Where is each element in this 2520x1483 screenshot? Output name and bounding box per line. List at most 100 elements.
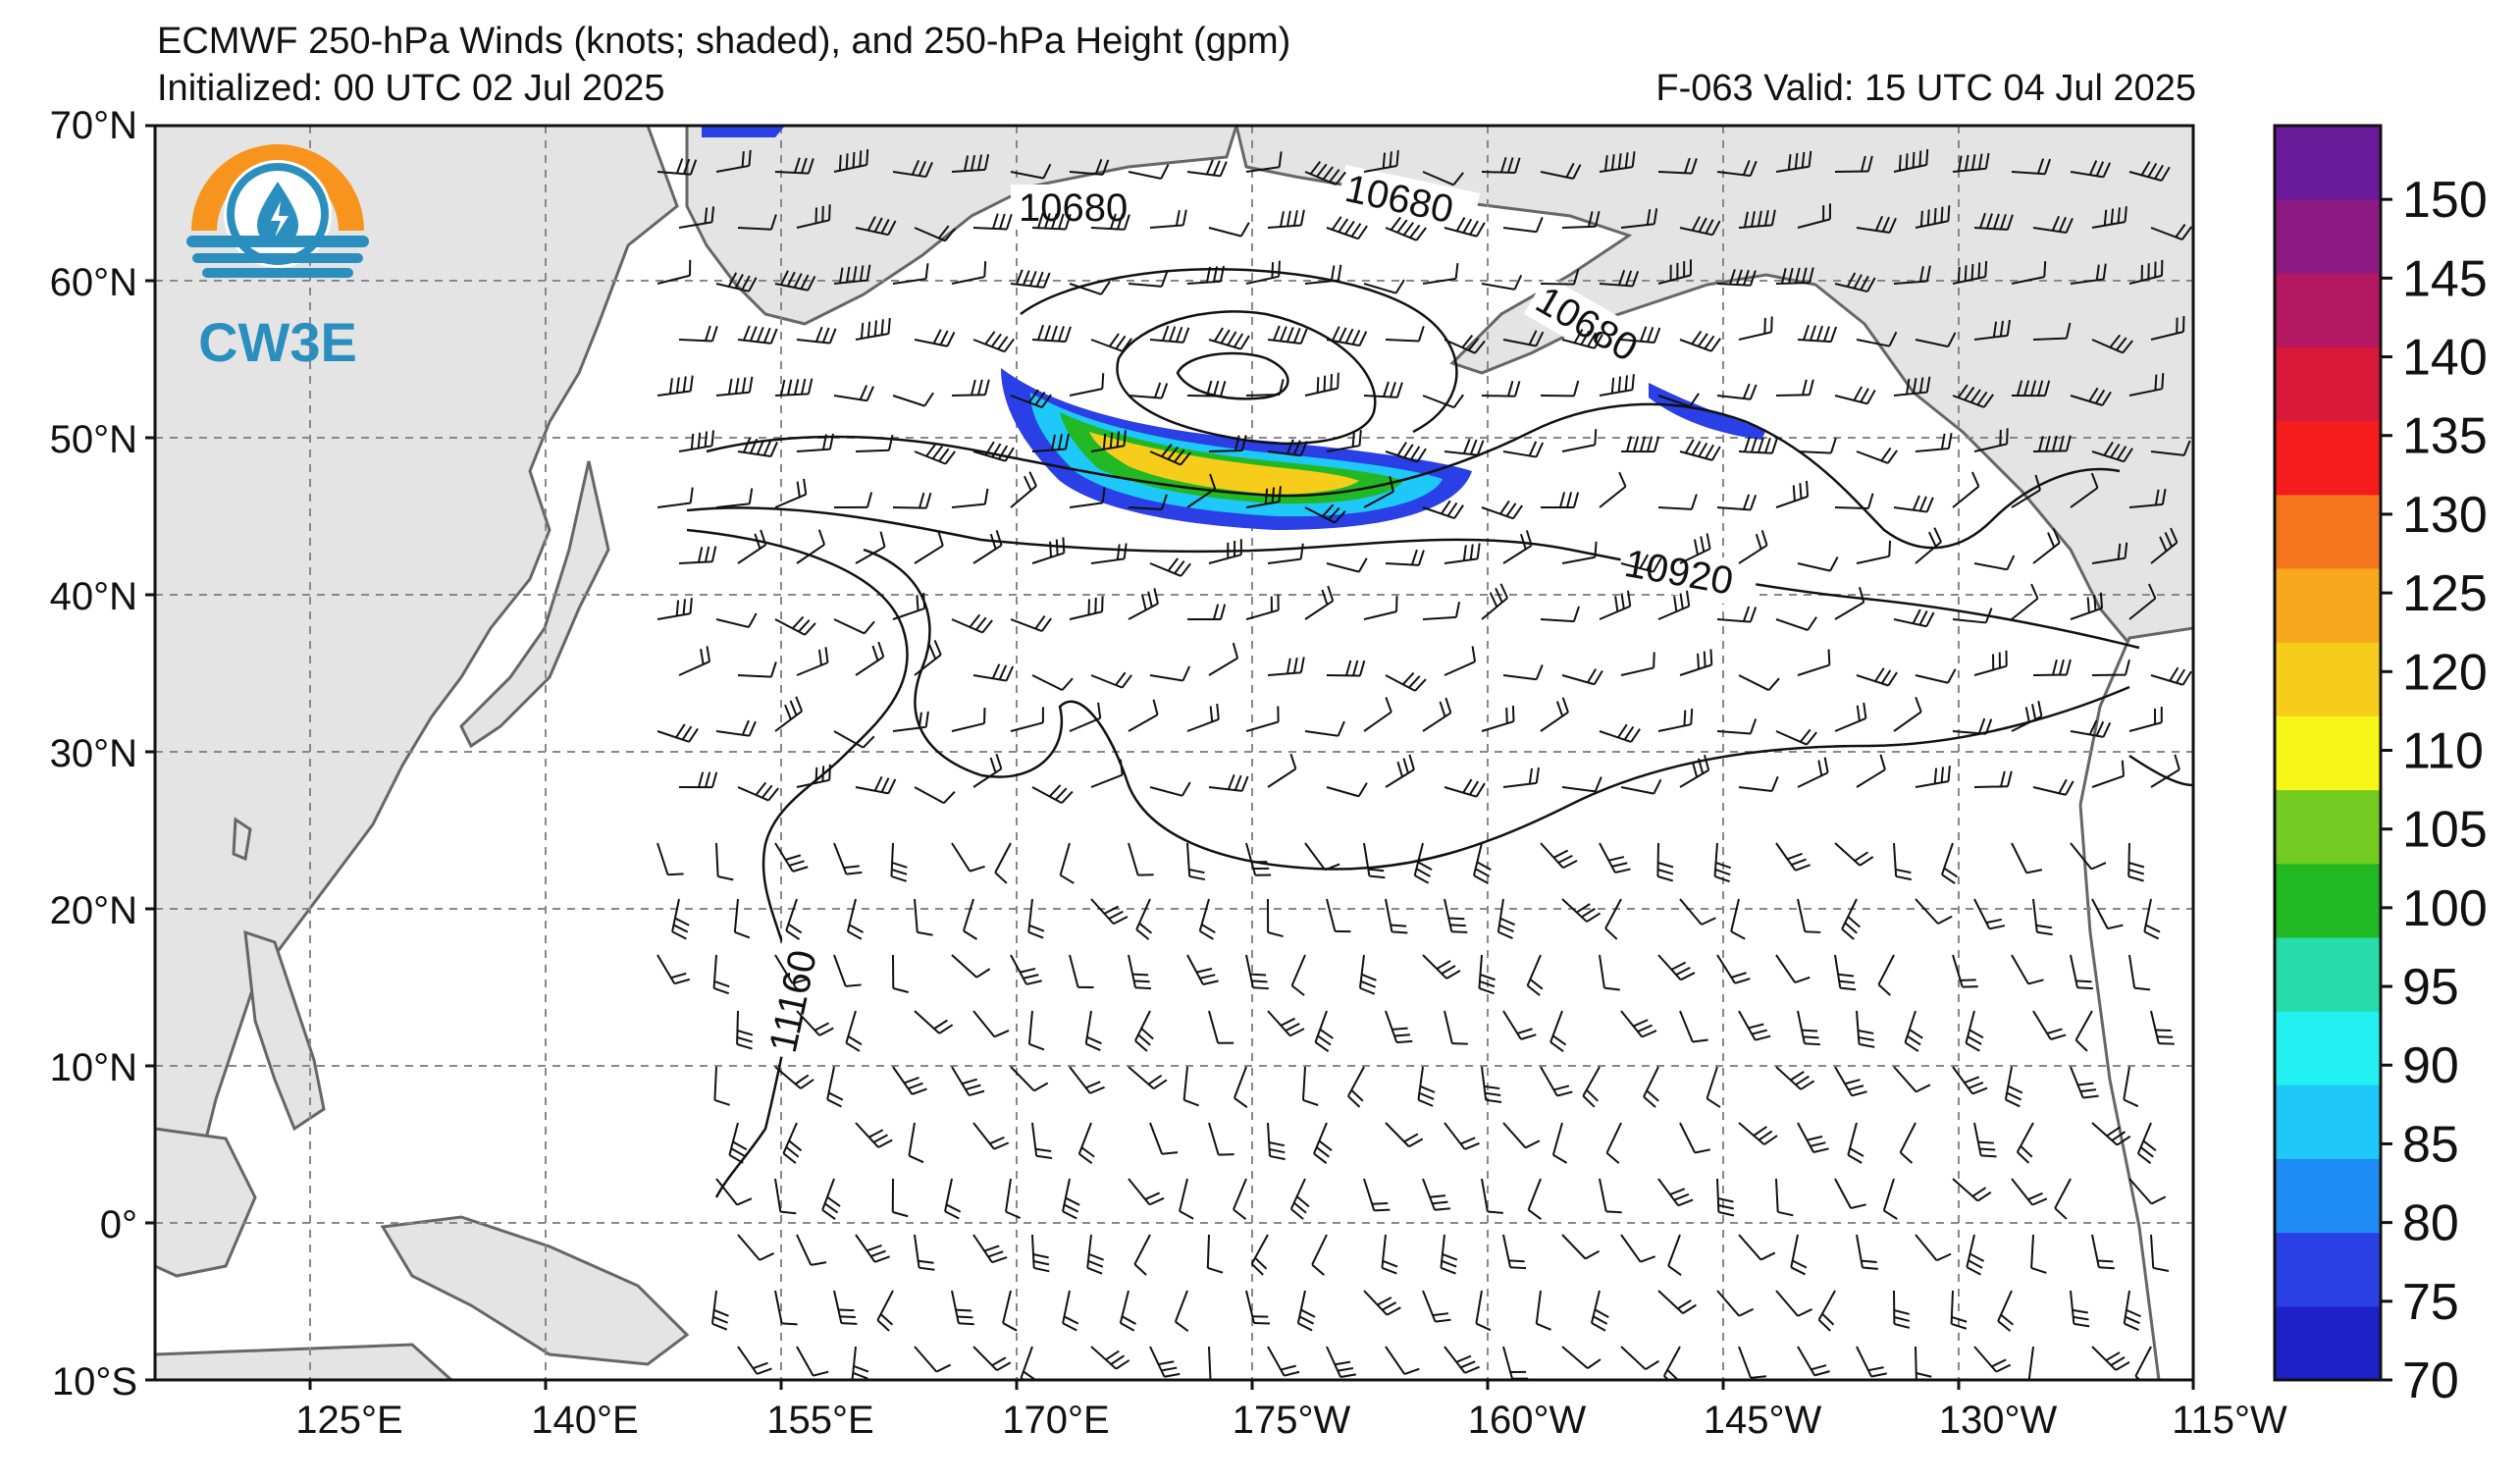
wind-barb (656, 158, 698, 176)
wind-barb (1716, 269, 1757, 287)
wind-barb (1422, 1290, 1451, 1323)
wind-barb (1797, 556, 1839, 572)
wind-barb (1834, 954, 1857, 991)
wind-barb (1233, 1066, 1248, 1108)
wind-barb (1304, 585, 1335, 620)
wind-barb (972, 441, 1015, 462)
wind-barb (2091, 1234, 2115, 1270)
wind-barb (1527, 1178, 1543, 1220)
wind-barb (1363, 381, 1403, 398)
wind-barb (1245, 594, 1280, 620)
wind-barb (1599, 590, 1632, 620)
wind-barb (1444, 898, 1468, 933)
wind-barb (1304, 720, 1345, 737)
wind-barb (2091, 659, 2130, 676)
wind-barb (892, 159, 933, 179)
wind-barb (2027, 1346, 2034, 1380)
wind-barb (1893, 696, 1922, 732)
wind-barb (2070, 719, 2112, 738)
wind-barb (2032, 1010, 2067, 1040)
wind-barb (737, 781, 779, 802)
wind-barb (1775, 728, 1817, 746)
wind-barb (833, 148, 869, 173)
wind-barb (1893, 1290, 1911, 1329)
wind-barb (1326, 326, 1368, 347)
land-philippines (243, 929, 326, 1132)
wind-barb (2091, 206, 2127, 229)
wind-barb (951, 488, 989, 508)
wind-barb (1245, 486, 1282, 508)
wind-barb (1422, 697, 1452, 732)
land-borneo (155, 1127, 257, 1278)
wind-barb (2150, 1010, 2175, 1045)
wind-barb (2032, 898, 2053, 936)
wind-barb (1679, 1122, 1710, 1154)
wind-barb (2128, 161, 2171, 182)
wind-barb (892, 392, 934, 407)
wind-barb (1952, 152, 1990, 173)
wind-barb (1834, 493, 1874, 510)
wind-barb (1313, 1122, 1333, 1164)
wind-barb (1667, 1234, 1682, 1276)
wind-barb (1997, 1290, 2015, 1332)
wind-barb (1134, 1010, 1154, 1052)
wind-barb (1856, 540, 1892, 564)
wind-barb (1481, 157, 1521, 175)
wind-barb (1893, 609, 1935, 628)
wind-barb (678, 430, 715, 452)
wind-barb (1966, 1234, 1985, 1276)
colorbar-label: 80 (2402, 1195, 2459, 1252)
wind-barb (1679, 216, 1721, 237)
wind-barb (1422, 263, 1459, 285)
wind-barb (1031, 212, 1072, 231)
lat-label: 70°N (50, 104, 137, 147)
wind-barb (2011, 842, 2043, 874)
wind-barb (1657, 709, 1694, 732)
wind-barb (1422, 171, 1464, 186)
colorbar: 70 75 80 85 90 95 100 105 110 120 125 130 135 140 145 1… (2273, 124, 2488, 1409)
wind-barb (2150, 754, 2180, 788)
lon-label: 170°E (1002, 1399, 1109, 1442)
land-japan (459, 460, 610, 749)
wind-barb (1775, 842, 1811, 872)
wind-barb (2143, 898, 2161, 940)
wind-barb (1311, 1234, 1328, 1276)
wind-barb (2150, 440, 2191, 456)
wind-barb (1174, 1290, 1189, 1332)
wind-barb (1440, 1234, 1458, 1275)
wind-barb (914, 530, 944, 564)
wind-barb (855, 775, 897, 795)
wind-barb (1186, 703, 1220, 732)
wind-barb (1834, 842, 1874, 867)
wind-barb (2074, 1010, 2093, 1052)
lon-label: 125°E (295, 1399, 402, 1442)
colorbar-label: 150 (2402, 172, 2488, 229)
wind-barb (1502, 664, 1544, 681)
wind-barb (1090, 898, 1129, 926)
land-new-guinea (380, 1215, 690, 1366)
wind-barb (1716, 954, 1751, 984)
wind-barb (1973, 319, 2011, 341)
wind-barb (2091, 898, 2124, 930)
wind-barb (737, 662, 777, 678)
wind-barb (1952, 1178, 1992, 1202)
wind-barb (1245, 954, 1269, 990)
wind-barb (1915, 527, 1942, 564)
colorbar-segment (2275, 642, 2381, 716)
wind-barb (712, 954, 730, 995)
wind-barb (1149, 665, 1191, 682)
wind-barb (1502, 1122, 1541, 1149)
wind-barb (1856, 1010, 1875, 1048)
wind-barb (1149, 1346, 1181, 1378)
wind-barb (1904, 1010, 1923, 1052)
wind-barb (678, 546, 717, 564)
wind-barb (2032, 322, 2072, 341)
wind-barb (1561, 1346, 1601, 1369)
wind-barb (1561, 668, 1603, 686)
wind-barb (1478, 954, 1496, 995)
wind-barb (821, 1178, 841, 1220)
colorbar-segment (2275, 936, 2381, 1012)
wind-barb (1893, 495, 1934, 513)
wind-barb (1304, 372, 1339, 397)
